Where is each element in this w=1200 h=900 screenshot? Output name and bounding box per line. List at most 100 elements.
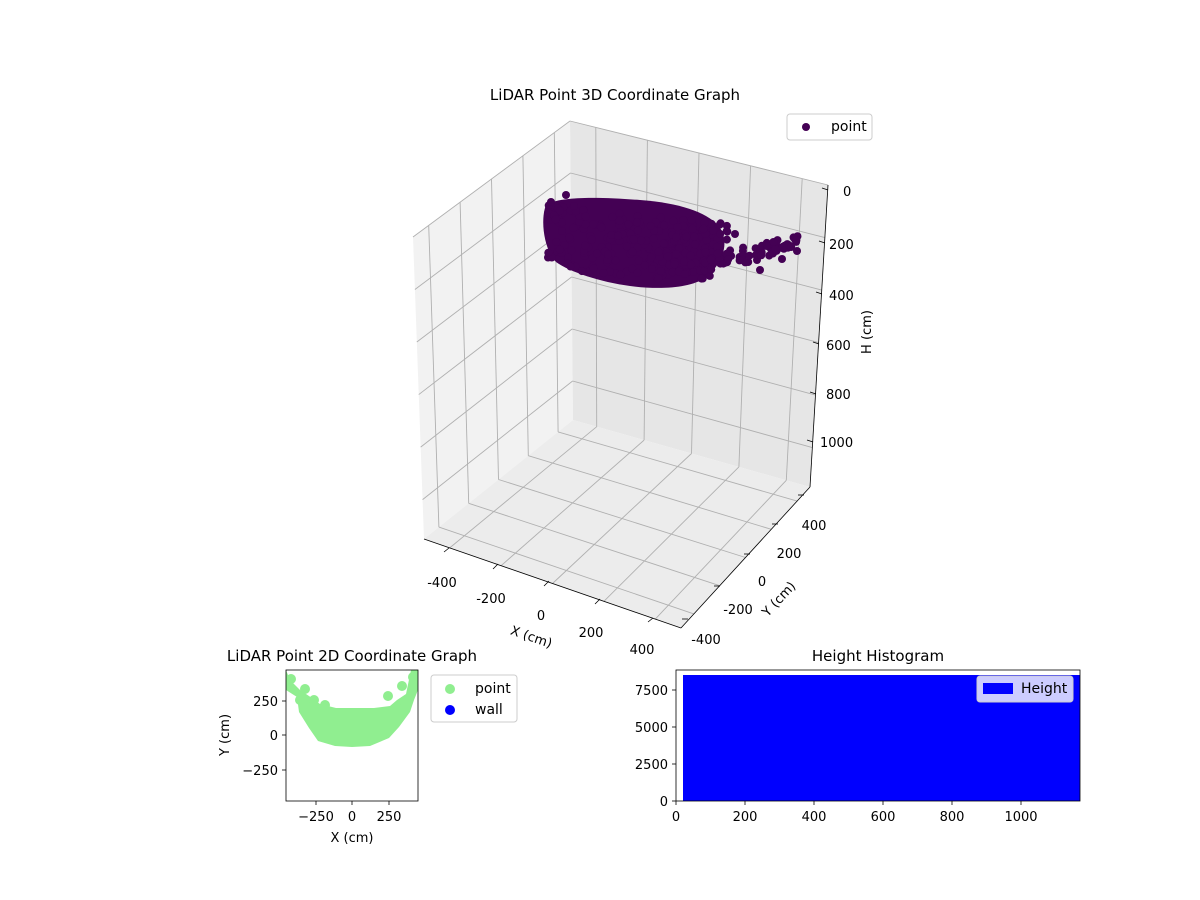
point-3d	[579, 206, 588, 214]
point-3d	[581, 220, 590, 229]
legend-3d-marker	[802, 123, 810, 131]
point-3d	[656, 267, 665, 275]
point-3d	[633, 212, 642, 221]
x-tick-label: 0	[348, 810, 356, 825]
point-3d	[672, 233, 681, 242]
point-3d	[701, 248, 710, 257]
point-2d	[309, 695, 319, 705]
z-tick-label: 0	[843, 185, 851, 200]
point-2d	[320, 700, 330, 710]
point-3d	[707, 265, 716, 274]
point-3d	[674, 267, 683, 276]
y-tick-label: -400	[691, 633, 721, 648]
grid-line	[428, 225, 440, 528]
x-axis-label-2d: X (cm)	[331, 831, 374, 846]
point-3d	[547, 198, 555, 206]
grid-line	[420, 328, 573, 448]
point-3d	[660, 221, 669, 230]
point-2d	[383, 691, 393, 701]
grid-line	[691, 152, 700, 454]
point-3d	[649, 234, 658, 243]
point-3d	[616, 270, 625, 279]
legend-2d: point wall	[430, 674, 518, 723]
grid-3d	[412, 120, 829, 620]
point-3d	[628, 247, 637, 256]
point-3d	[709, 226, 718, 235]
legend-2d-marker-point	[445, 684, 455, 694]
grid-line	[498, 479, 746, 558]
legend-2d-marker-wall	[445, 705, 455, 715]
x-tick-mark	[443, 547, 450, 553]
point-3d	[615, 216, 624, 225]
histogram-ticks	[672, 689, 1022, 805]
plot-histogram: Height Histogram 0 200 400 600 800 1000 …	[635, 647, 1081, 825]
z-tick-mark	[815, 291, 823, 295]
point-3d	[739, 243, 748, 252]
point-3d	[731, 230, 739, 238]
point-3d	[777, 243, 786, 252]
point-3d	[633, 218, 641, 227]
x-tick-label: 0	[672, 810, 680, 825]
plot-2d-area	[286, 670, 418, 747]
pane-floor	[424, 420, 810, 628]
point-3d	[646, 222, 655, 230]
legend-2d-label-point: point	[475, 681, 511, 697]
grid-line	[738, 165, 752, 467]
point-3d	[690, 232, 699, 241]
grid-line	[438, 526, 695, 615]
point-2d	[286, 674, 296, 684]
x-tick-label: 600	[871, 810, 896, 825]
grid-line	[571, 276, 819, 344]
y-tick-label: 250	[253, 695, 278, 710]
point-3d	[706, 255, 715, 264]
point-2d	[397, 681, 407, 691]
point-3d	[564, 253, 572, 262]
z-tick-mark	[812, 341, 820, 345]
plot-3d-title: LiDAR Point 3D Coordinate Graph	[490, 86, 740, 104]
z-axis-label-3d: H (cm)	[860, 310, 875, 354]
grid-line	[491, 178, 499, 480]
point-3d	[551, 215, 560, 224]
point-3d	[679, 216, 688, 224]
histogram-legend-swatch	[983, 683, 1013, 694]
x-tick-label: 400	[630, 643, 655, 658]
point-3d	[569, 223, 578, 232]
point-3d	[757, 251, 766, 260]
x-tick-label: -400	[427, 576, 457, 591]
grid-line	[414, 172, 571, 290]
point-3d	[589, 220, 598, 229]
point-3d	[557, 218, 566, 227]
x-ticks-3d	[443, 547, 654, 623]
point-3d	[669, 216, 678, 225]
z-tick-mark	[806, 439, 814, 443]
grid-line	[528, 455, 772, 530]
legend-3d-frame	[786, 113, 873, 141]
pane-back-left	[413, 121, 573, 539]
point-3d	[715, 220, 724, 229]
histogram-legend: Height	[976, 675, 1074, 703]
point-3d	[581, 241, 590, 250]
point-3d	[599, 269, 608, 278]
point-3d	[735, 256, 744, 265]
point-3d	[778, 255, 786, 263]
histogram-legend-label: Height	[1021, 681, 1068, 697]
histogram-title: Height Histogram	[812, 647, 944, 665]
legend-3d: point	[786, 113, 873, 141]
point-3d	[648, 265, 656, 273]
point-3d	[680, 257, 688, 266]
plot-3d: LiDAR Point 3D Coordinate Graph -400 -20…	[412, 86, 875, 658]
point-3d	[544, 248, 553, 257]
y-ticks-3d	[682, 494, 804, 620]
x-tick-label: 800	[940, 810, 965, 825]
point-3d	[565, 233, 574, 242]
point-3d	[566, 262, 575, 271]
grid-line	[569, 120, 829, 186]
y-tick-label: 200	[777, 547, 802, 562]
point-3d	[686, 251, 695, 260]
point-3d	[654, 274, 663, 283]
point-3d	[562, 191, 570, 199]
point-3d	[673, 223, 682, 232]
x-axis-label-3d: X (cm)	[508, 624, 554, 652]
point-3d	[640, 261, 649, 270]
grid-line	[557, 431, 798, 502]
